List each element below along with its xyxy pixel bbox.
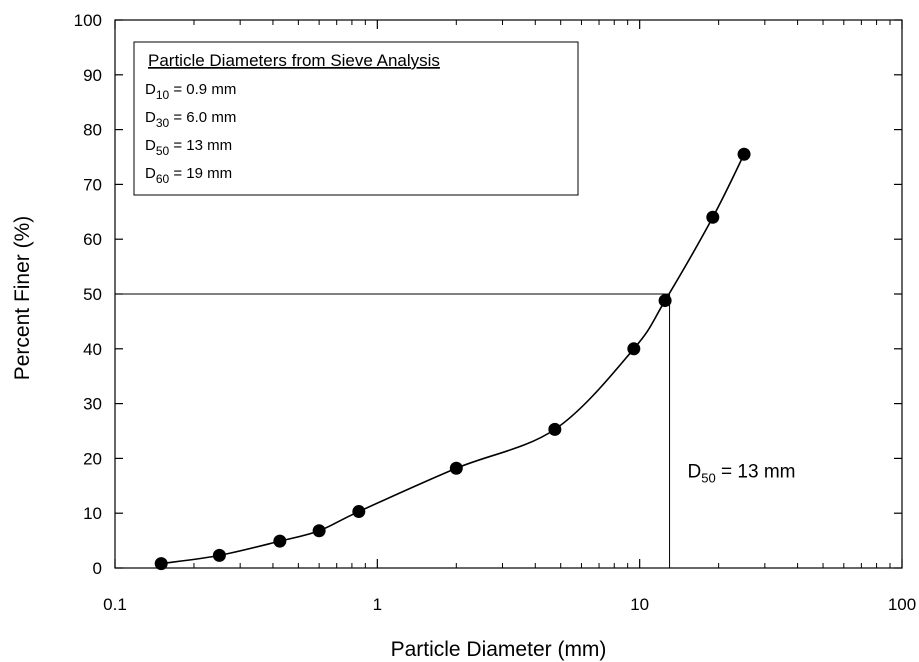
y-tick-label: 90 bbox=[83, 66, 102, 85]
x-tick-label: 100 bbox=[888, 595, 916, 614]
y-tick-label: 80 bbox=[83, 121, 102, 140]
data-point bbox=[737, 147, 751, 161]
data-point bbox=[212, 548, 226, 562]
gradation-curve bbox=[161, 153, 745, 565]
y-tick-label: 10 bbox=[83, 504, 102, 523]
y-axis-title: Percent Finer (%) bbox=[11, 216, 34, 381]
y-tick-label: 50 bbox=[83, 285, 102, 304]
x-axis-ticks: 0.1 1 10 100 bbox=[103, 20, 916, 614]
data-point bbox=[312, 524, 326, 538]
y-tick-label: 30 bbox=[83, 395, 102, 414]
d50-annotation: D50 = 13 mm bbox=[688, 462, 796, 486]
x-tick-label: 10 bbox=[630, 595, 649, 614]
reference-lines bbox=[115, 293, 671, 568]
legend-box: Particle Diameters from Sieve Analysis D… bbox=[133, 41, 579, 196]
legend-entries: D10 = 0.9 mm D30 = 6.0 mm D50 = 13 mm D60 =… bbox=[145, 81, 236, 186]
y-tick-label: 60 bbox=[83, 230, 102, 249]
data-point bbox=[548, 422, 562, 436]
gradation-curve-layer bbox=[161, 153, 745, 565]
y-tick-label: 70 bbox=[83, 175, 102, 194]
data-point bbox=[449, 461, 463, 475]
legend-entry: D10 = 0.9 mm bbox=[145, 81, 236, 102]
y-tick-label: 0 bbox=[93, 559, 102, 578]
data-point bbox=[706, 210, 720, 224]
legend-entry: D50 = 13 mm bbox=[145, 137, 232, 158]
data-point bbox=[627, 342, 641, 356]
x-tick-label: 0.1 bbox=[103, 595, 127, 614]
data-point bbox=[658, 294, 672, 308]
legend-entry: D30 = 6.0 mm bbox=[145, 109, 236, 130]
y-tick-label: 40 bbox=[83, 340, 102, 359]
data-point bbox=[352, 505, 366, 519]
y-tick-label: 20 bbox=[83, 449, 102, 468]
legend-entry: D60 = 19 mm bbox=[145, 165, 232, 186]
y-axis-ticks: 0 10 20 30 40 50 60 70 80 90 100 bbox=[74, 11, 902, 578]
data-point bbox=[273, 534, 287, 548]
data-point bbox=[154, 557, 168, 571]
y-tick-label: 100 bbox=[74, 11, 102, 30]
legend-title: Particle Diameters from Sieve Analysis bbox=[148, 51, 440, 70]
data-points-layer bbox=[154, 147, 751, 571]
x-axis-title: Particle Diameter (mm) bbox=[391, 638, 607, 661]
x-tick-label: 1 bbox=[373, 595, 382, 614]
